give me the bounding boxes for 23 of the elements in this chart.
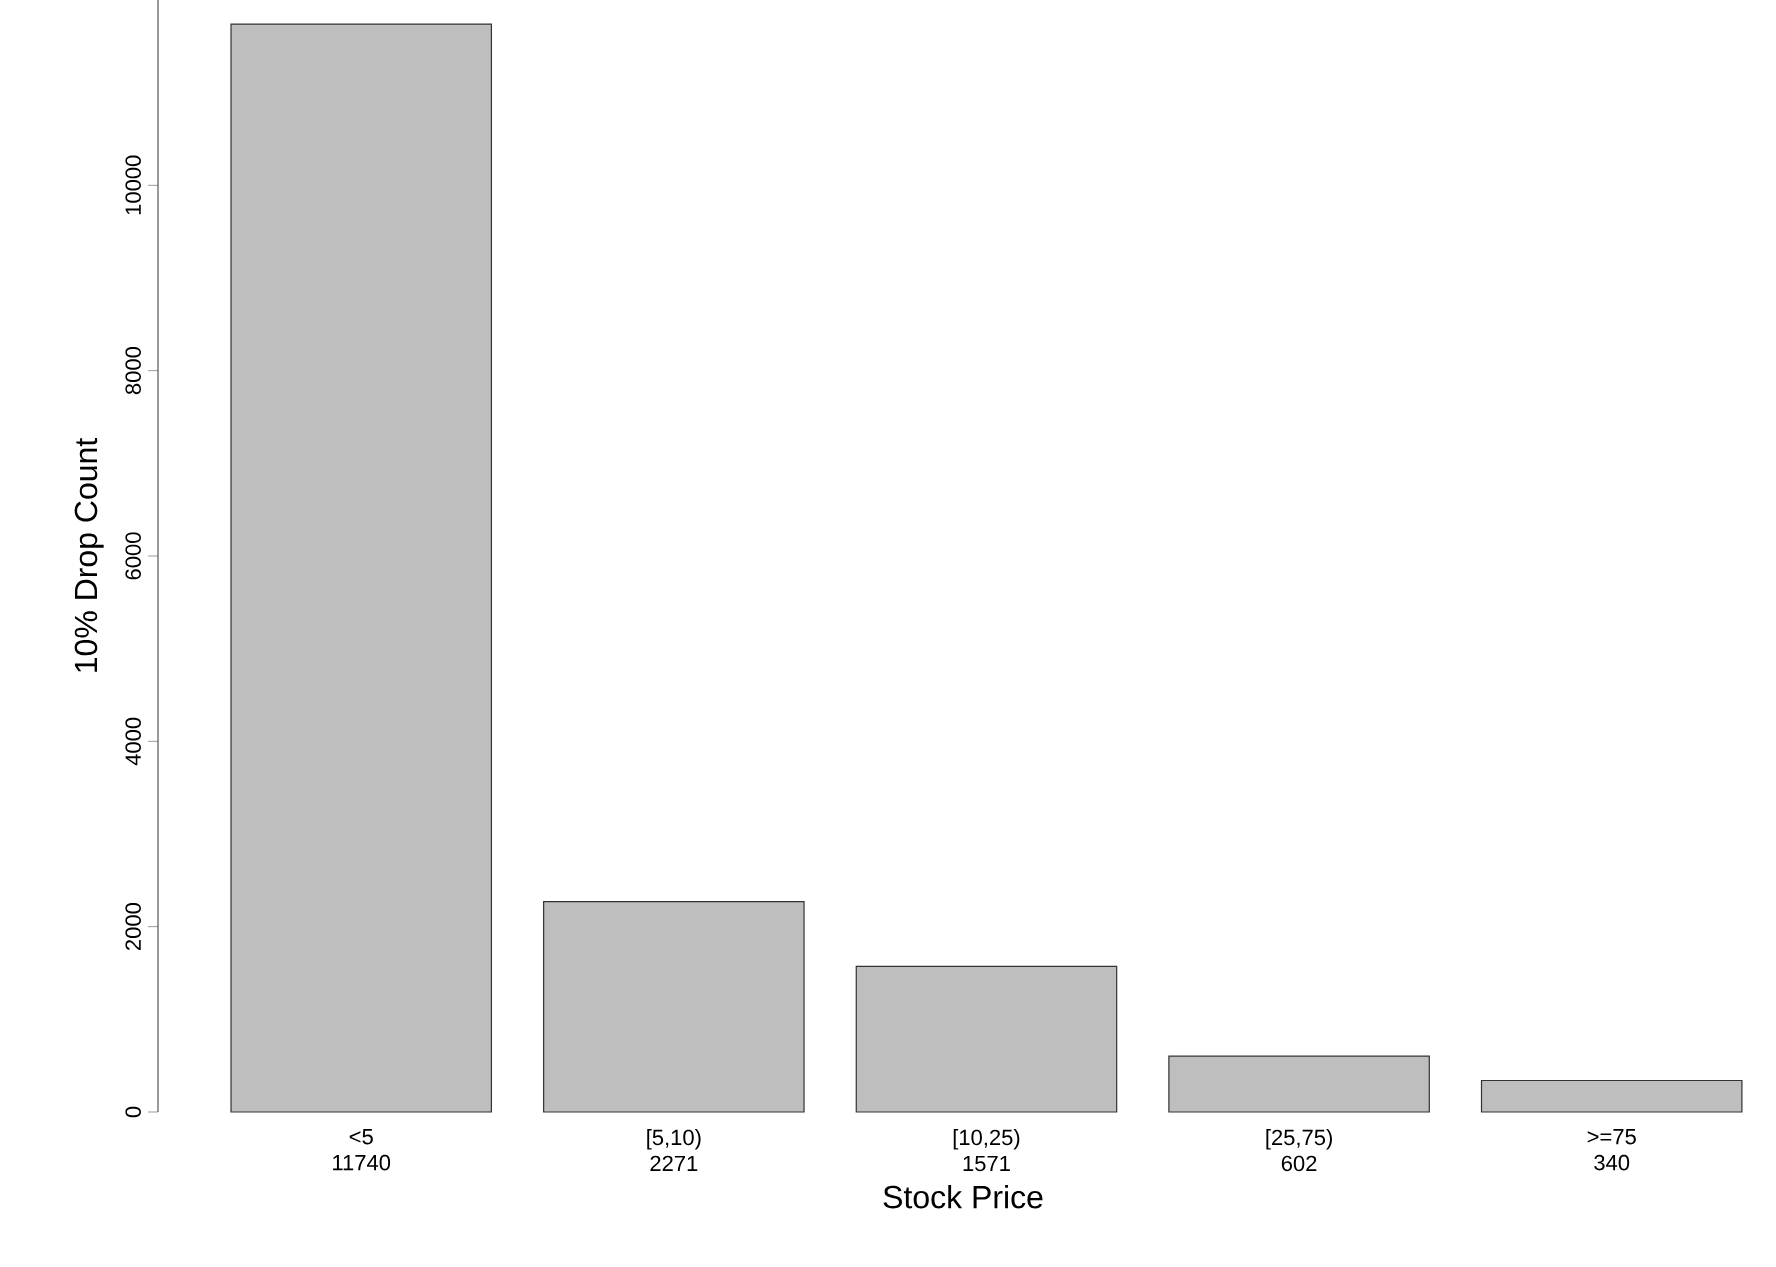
x-tick-label: [5,10) (647, 1129, 701, 1150)
y-tick-label: 0 (125, 1106, 141, 1118)
y-tick-label: 4000 (125, 717, 141, 766)
data-label: 2271 (650, 1155, 698, 1171)
bar (1480, 1079, 1743, 1113)
data-label: 1571 (963, 1155, 1010, 1172)
bar (230, 23, 493, 1113)
y-tick-label: 8000 (125, 347, 141, 395)
y-tick-label: 6000 (125, 532, 141, 580)
bar (855, 965, 1118, 1113)
y-tick-label: 2000 (125, 903, 141, 951)
x-tick-label: <5 (349, 1129, 373, 1145)
y-axis-title: 10% Drop Count (74, 438, 104, 672)
bar (543, 900, 805, 1113)
x-tick-label: >=75 (1587, 1129, 1636, 1145)
x-tick-label: [10,25) (953, 1129, 1020, 1150)
x-axis-title: Stock Price (883, 1184, 1043, 1209)
x-tick-label: [25,75) (1266, 1129, 1332, 1150)
y-tick-label: 10000 (125, 155, 141, 215)
bar (1168, 1055, 1430, 1113)
data-label: 602 (1281, 1155, 1317, 1172)
data-label: 11740 (333, 1154, 391, 1171)
data-label: 340 (1594, 1154, 1630, 1171)
